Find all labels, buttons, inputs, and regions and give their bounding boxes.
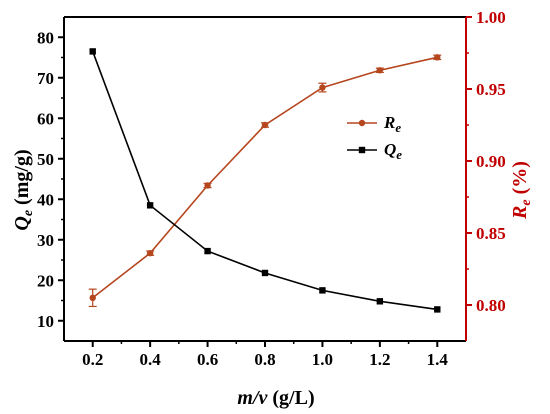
y-left-tick-label: 50 xyxy=(37,150,54,169)
y-right-tick-label: 0.95 xyxy=(476,80,506,99)
point-re xyxy=(261,121,269,129)
point-qe xyxy=(89,48,96,55)
y-left-tick-label: 80 xyxy=(37,28,54,47)
legend-label-sub: e xyxy=(396,147,402,162)
x-tick-label: 0.6 xyxy=(197,350,218,369)
y-left-tick-label: 20 xyxy=(37,271,54,290)
x-title-rest: (g/L) xyxy=(267,387,314,409)
y-left-title-main: Q xyxy=(11,216,33,230)
y-right-tick-label: 1.00 xyxy=(476,8,506,27)
legend-label-main: Q xyxy=(384,140,396,159)
point-qe xyxy=(376,298,384,305)
legend-marker-qe xyxy=(358,146,366,154)
x-tick-label: 1.0 xyxy=(312,350,333,369)
x-tick-label: 1.2 xyxy=(369,350,390,369)
point-qe xyxy=(204,247,211,255)
point-qe xyxy=(434,306,441,313)
y-axis-left-title: Qe (mg/g) xyxy=(11,149,36,230)
x-tick-label: 0.2 xyxy=(82,350,103,369)
point-re xyxy=(376,67,384,74)
y-right-title-main: R xyxy=(509,206,531,220)
y-left-tick-label: 60 xyxy=(37,109,54,128)
point-re xyxy=(434,54,441,61)
legend-label-re: Re xyxy=(383,113,401,135)
x-axis-title: m/v (g/L) xyxy=(237,387,314,409)
x-tick-label: 0.4 xyxy=(140,350,162,369)
y-right-title-rest: (%) xyxy=(509,161,531,199)
y-left-tick-label: 40 xyxy=(37,190,54,209)
y-left-title-rest: (mg/g) xyxy=(11,149,33,210)
y-left-tick-label: 70 xyxy=(37,69,54,88)
x-tick-label: 0.8 xyxy=(254,350,275,369)
x-tick-label: 1.4 xyxy=(427,350,449,369)
y-left-tick-label: 10 xyxy=(37,312,54,331)
point-qe xyxy=(146,202,154,209)
legend-marker-re xyxy=(358,119,366,127)
legend-label-sub: e xyxy=(395,120,401,135)
series-line-re xyxy=(92,56,438,299)
y-right-tick-label: 0.90 xyxy=(476,152,506,171)
y-left-title-sub: e xyxy=(21,210,36,216)
axes-layer: 0.2 0.4 0.6 0.8 1.0 1.2 1.4 10 20 30 40 50 60 70 80 0.8… xyxy=(37,8,506,369)
x-title-italic: m/v xyxy=(237,387,268,409)
series-layer xyxy=(88,48,442,313)
point-re xyxy=(204,182,211,189)
point-qe xyxy=(261,269,269,277)
y-right-tick-label: 0.85 xyxy=(476,224,506,243)
point-re xyxy=(89,294,96,301)
legend-label-main: R xyxy=(383,113,395,132)
point-re xyxy=(319,84,326,91)
y-right-title-sub: e xyxy=(519,199,534,205)
point-re xyxy=(146,249,154,257)
y-axis-right-title: Re (%) xyxy=(509,161,534,220)
y-left-tick-label: 30 xyxy=(37,231,54,250)
y-right-tick-label: 0.80 xyxy=(476,296,506,315)
legend-label-qe: Qe xyxy=(384,140,402,162)
point-qe xyxy=(319,287,326,294)
